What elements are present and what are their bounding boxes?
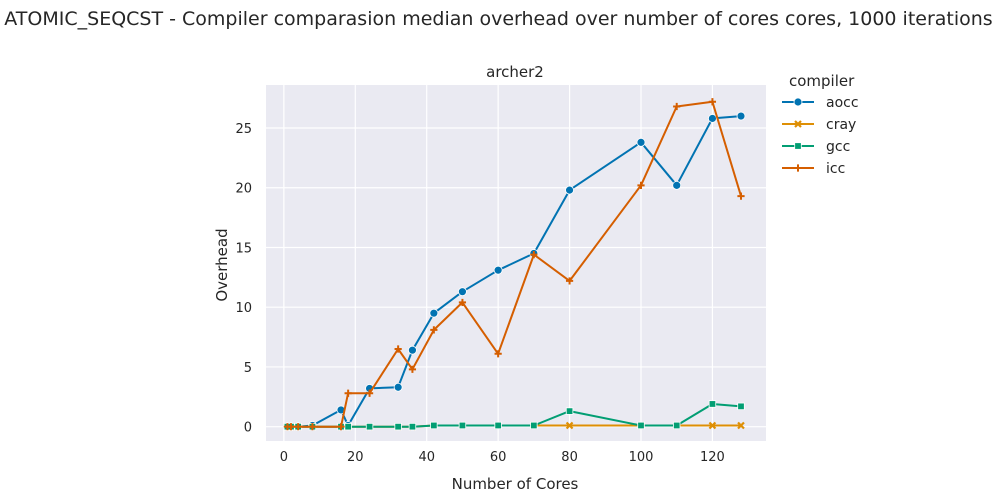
data-point-aocc <box>393 382 403 392</box>
legend-marker <box>794 164 802 172</box>
y-tick-label: 25 <box>235 122 252 137</box>
data-point-gcc <box>530 421 538 430</box>
legend-marker <box>794 120 802 128</box>
data-point-aocc <box>736 111 746 121</box>
x-tick-label: 100 <box>629 450 654 465</box>
data-point-gcc <box>408 422 417 431</box>
data-point-icc <box>294 423 302 431</box>
legend-label: aocc <box>826 95 859 111</box>
x-tick-label: 60 <box>490 450 507 465</box>
series-layer <box>283 98 746 432</box>
y-tick-label: 15 <box>235 241 252 256</box>
data-point-icc <box>394 345 402 353</box>
data-point-icc <box>344 389 352 397</box>
data-point-icc <box>494 350 502 358</box>
data-point-gcc <box>637 421 645 430</box>
x-tick-label: 0 <box>280 450 288 465</box>
legend-label: gcc <box>826 139 850 155</box>
data-point-aocc <box>429 308 439 318</box>
data-point-gcc <box>737 402 745 411</box>
grid-lines <box>266 85 766 441</box>
x-tick-labels: 0 20 40 60 80 100 120 <box>280 450 725 465</box>
data-point-aocc <box>636 137 646 147</box>
data-point-aocc <box>408 345 417 355</box>
data-point-cray <box>708 421 717 430</box>
data-point-gcc <box>394 422 402 431</box>
x-tick-label: 120 <box>700 450 725 465</box>
y-tick-labels: 0 5 10 15 20 25 <box>235 122 252 436</box>
y-tick-label: 5 <box>244 361 252 376</box>
data-point-aocc <box>565 185 574 195</box>
legend-marker <box>793 97 803 107</box>
y-axis-label: Overhead <box>213 228 231 301</box>
data-point-gcc <box>565 407 574 415</box>
data-point-cray <box>737 421 745 430</box>
data-point-icc <box>308 423 317 431</box>
legend-marker <box>794 142 802 150</box>
legend-label: icc <box>826 161 845 177</box>
series-icc <box>283 98 745 431</box>
y-tick-label: 10 <box>235 301 252 316</box>
data-point-gcc <box>673 421 681 430</box>
data-point-gcc <box>494 421 502 430</box>
data-point-icc <box>430 326 438 334</box>
data-point-gcc <box>365 422 374 431</box>
data-point-gcc <box>344 422 352 431</box>
x-tick-label: 40 <box>418 450 435 465</box>
legend-title: compiler <box>789 72 855 90</box>
legend-item-aocc: aocc <box>782 95 859 111</box>
data-point-icc <box>673 102 681 111</box>
data-point-icc <box>565 277 574 285</box>
plot-title: archer2 <box>486 63 544 81</box>
x-axis-label: Number of Cores <box>452 475 579 493</box>
y-tick-label: 20 <box>235 182 252 197</box>
plot-area <box>266 85 766 441</box>
y-tick-label: 0 <box>244 421 252 436</box>
data-point-gcc <box>458 421 467 430</box>
data-point-aocc <box>708 114 717 123</box>
data-point-icc <box>530 251 538 259</box>
data-point-icc <box>365 389 374 397</box>
data-point-icc <box>287 423 295 431</box>
x-tick-label: 20 <box>347 450 364 465</box>
figure-suptitle: ATOMIC_SEQCST - Compiler comparasion med… <box>4 8 993 30</box>
data-point-aocc <box>458 287 467 297</box>
data-point-gcc <box>708 400 717 408</box>
legend-item-cray: cray <box>782 117 856 133</box>
legend-label: cray <box>826 117 856 133</box>
data-point-aocc <box>672 180 682 190</box>
data-point-icc <box>337 423 345 431</box>
data-point-cray <box>565 421 574 430</box>
legend-item-icc: icc <box>782 161 845 177</box>
data-point-icc <box>637 181 645 189</box>
data-point-icc <box>708 98 717 106</box>
data-point-icc <box>408 365 417 373</box>
x-tick-label: 80 <box>561 450 578 465</box>
legend: compiler aocc cray gcc icc <box>782 72 859 177</box>
data-point-gcc <box>430 421 438 430</box>
data-point-aocc <box>493 265 503 275</box>
legend-item-gcc: gcc <box>782 139 850 155</box>
data-point-icc <box>458 298 467 307</box>
data-point-icc <box>737 192 745 200</box>
